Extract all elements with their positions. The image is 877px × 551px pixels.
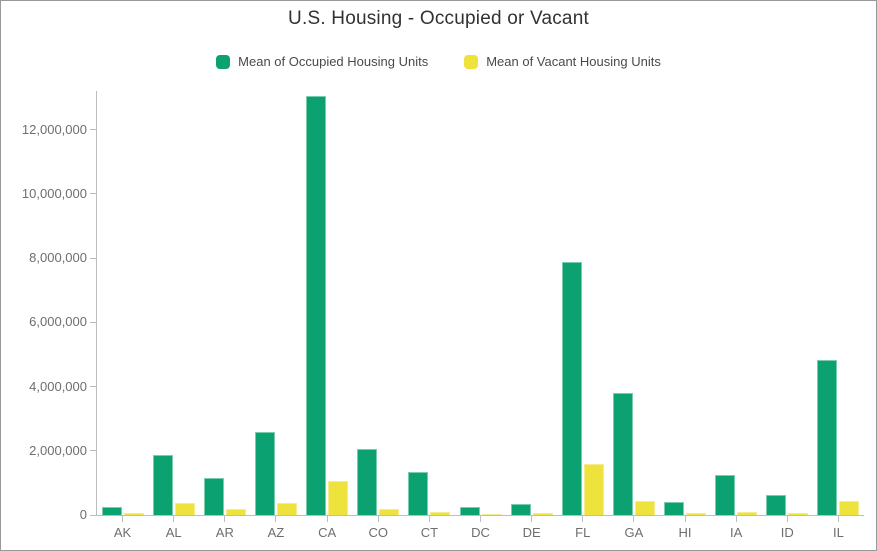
bar-ID-vacant[interactable]	[788, 513, 809, 515]
y-axis-label: 10,000,000	[21, 185, 87, 201]
x-axis-label-IL: IL	[833, 525, 844, 540]
bar-DE-occupied[interactable]	[510, 504, 531, 515]
x-axis-label-DC: DC	[471, 525, 490, 540]
bar-CO-vacant[interactable]	[379, 509, 400, 515]
bar-AL-vacant[interactable]	[174, 503, 195, 515]
x-axis-label-FL: FL	[575, 525, 591, 540]
bar-IA-vacant[interactable]	[737, 512, 758, 515]
y-axis-label: 4,000,000	[29, 378, 87, 394]
y-axis-label: 6,000,000	[29, 314, 87, 330]
x-axis-label-GA: GA	[624, 525, 644, 540]
x-axis-label-AZ: AZ	[267, 525, 285, 540]
y-axis-label: 8,000,000	[29, 250, 87, 266]
x-axis-tick	[837, 516, 839, 522]
y-axis-tick	[90, 193, 96, 195]
legend-label-occupied: Mean of Occupied Housing Units	[238, 54, 429, 69]
bar-AR-vacant[interactable]	[225, 509, 246, 515]
x-axis-label-HI: HI	[678, 525, 692, 540]
x-axis-label-DE: DE	[522, 525, 541, 540]
bar-AZ-vacant[interactable]	[276, 503, 297, 515]
x-axis-tick	[122, 516, 124, 522]
bar-AK-vacant[interactable]	[123, 513, 144, 515]
y-axis-label: 2,000,000	[29, 442, 87, 458]
legend: Mean of Occupied Housing Units Mean of V…	[1, 54, 876, 69]
x-axis-tick	[786, 516, 788, 522]
bar-CT-occupied[interactable]	[408, 472, 429, 515]
y-axis-tick	[90, 321, 96, 323]
y-axis-tick	[90, 257, 96, 259]
bar-HI-occupied[interactable]	[664, 502, 685, 515]
x-axis-label-AL: AL	[165, 525, 182, 540]
x-axis-tick	[224, 516, 226, 522]
bar-CA-vacant[interactable]	[328, 481, 349, 515]
bar-AK-occupied[interactable]	[101, 507, 122, 515]
x-axis-tick	[326, 516, 328, 522]
bar-IL-vacant[interactable]	[839, 501, 860, 515]
x-axis-label-IA: IA	[730, 525, 743, 540]
bar-AZ-occupied[interactable]	[254, 432, 275, 515]
y-axis-tick	[90, 450, 96, 452]
x-axis-tick	[275, 516, 277, 522]
bar-CO-occupied[interactable]	[357, 449, 378, 515]
occupied-swatch-icon	[216, 54, 231, 69]
bar-IL-occupied[interactable]	[817, 360, 838, 515]
y-axis-tick	[90, 514, 96, 516]
x-axis-tick	[531, 516, 533, 522]
bar-AL-occupied[interactable]	[152, 455, 173, 515]
x-axis-tick	[633, 516, 635, 522]
x-axis-tick	[173, 516, 175, 522]
x-axis-tick	[582, 516, 584, 522]
bar-HI-vacant[interactable]	[686, 513, 707, 515]
legend-item-vacant[interactable]: Mean of Vacant Housing Units	[464, 54, 661, 69]
x-axis-tick	[684, 516, 686, 522]
bar-IA-occupied[interactable]	[715, 475, 736, 515]
y-axis-tick	[90, 386, 96, 387]
plot-area: 0 2,000,000 4,000,000 6,000,000 8,000,000 10,…	[22, 91, 864, 540]
x-axis-tick	[480, 516, 481, 522]
x-axis-label-ID: ID	[780, 525, 794, 540]
x-axis-tick	[377, 516, 379, 522]
x-axis-tick	[428, 516, 430, 522]
y-axis-tick	[90, 129, 96, 131]
bar-CA-occupied[interactable]	[306, 96, 327, 515]
bar-FL-occupied[interactable]	[561, 262, 582, 515]
bar-DE-vacant[interactable]	[532, 513, 553, 515]
bar-ID-occupied[interactable]	[766, 495, 787, 515]
x-axis-tick	[735, 516, 737, 522]
bar-DC-vacant[interactable]	[481, 514, 502, 515]
bar-CT-vacant[interactable]	[430, 512, 451, 515]
y-axis-label: 12,000,000	[21, 121, 87, 137]
bar-DC-occupied[interactable]	[459, 507, 480, 515]
y-axis-label: 0	[79, 507, 87, 522]
x-axis-label-AK: AK	[113, 525, 132, 540]
bar-AR-occupied[interactable]	[203, 478, 224, 515]
bar-GA-vacant[interactable]	[634, 501, 655, 515]
bar-GA-occupied[interactable]	[612, 393, 633, 515]
legend-item-occupied[interactable]: Mean of Occupied Housing Units	[216, 54, 428, 69]
x-axis-label-AR: AR	[215, 525, 234, 540]
vacant-swatch-icon	[464, 54, 479, 69]
x-axis-label-CA: CA	[318, 525, 337, 540]
chart-title: U.S. Housing - Occupied or Vacant	[288, 8, 589, 29]
bar-FL-vacant[interactable]	[583, 464, 604, 515]
x-axis-label-CT: CT	[420, 525, 439, 540]
legend-label-vacant: Mean of Vacant Housing Units	[486, 54, 661, 69]
x-axis-label-CO: CO	[368, 525, 388, 540]
